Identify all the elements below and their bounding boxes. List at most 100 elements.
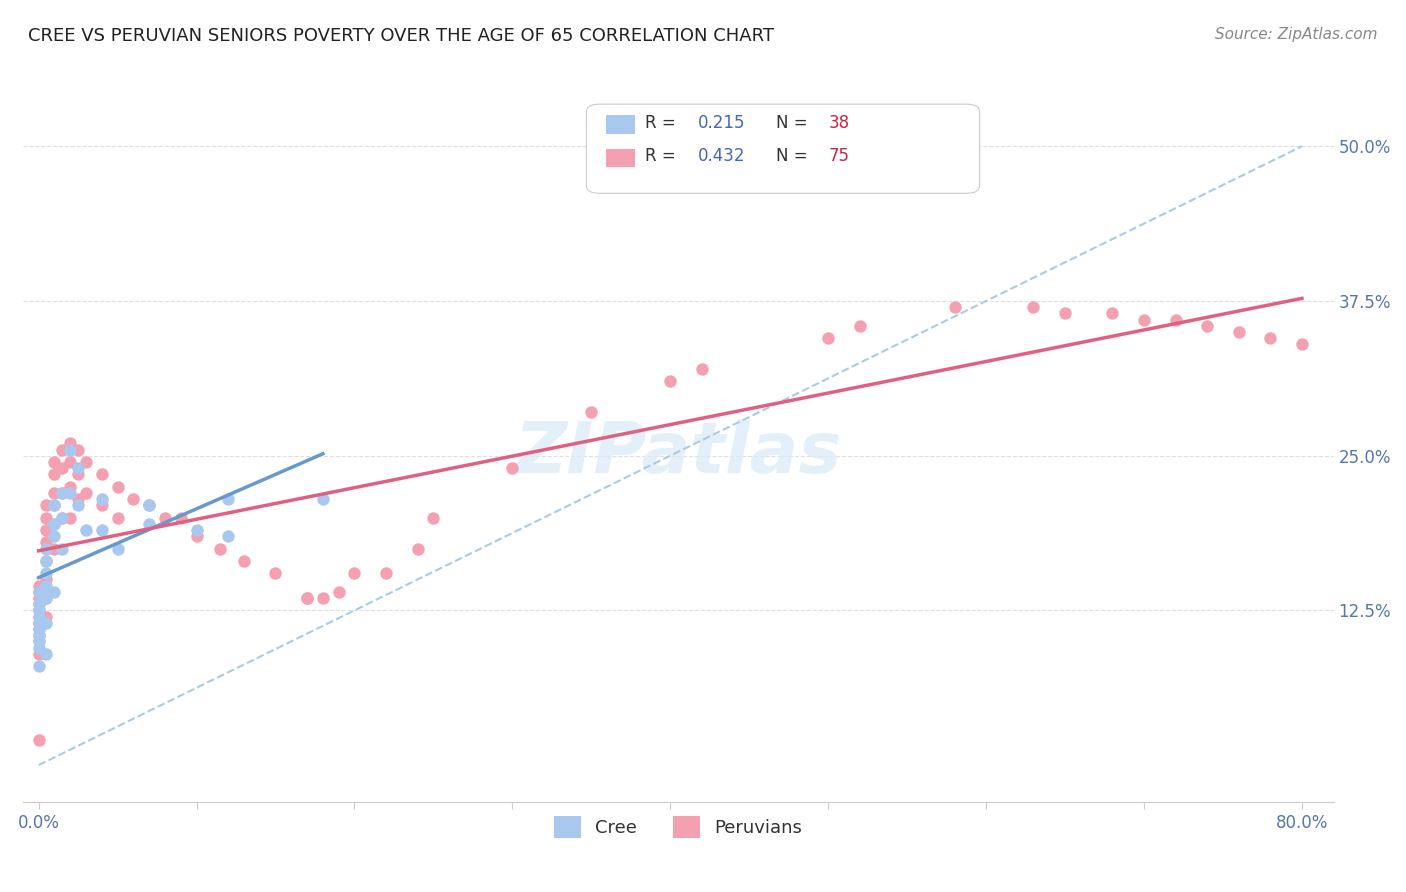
Point: [51, 461, 73, 475]
Point: [67, 491, 90, 506]
Point: [51, 510, 73, 524]
Point: [295, 591, 318, 605]
Point: [51, 442, 73, 457]
Text: N =: N =: [776, 147, 813, 165]
Point: [51, 510, 73, 524]
Point: [27, 628, 49, 642]
FancyBboxPatch shape: [586, 104, 980, 194]
Point: [107, 541, 129, 556]
Point: [35, 498, 58, 512]
Point: [59, 510, 82, 524]
Point: [59, 480, 82, 494]
Point: [44, 516, 66, 531]
Point: [67, 467, 90, 482]
Point: [1133, 312, 1156, 326]
Point: [27, 634, 49, 648]
Text: R =: R =: [645, 147, 682, 165]
Point: [1054, 306, 1077, 320]
Point: [27, 591, 49, 605]
Point: [27, 603, 49, 617]
Text: N =: N =: [776, 113, 813, 132]
Point: [27, 585, 49, 599]
Point: [138, 498, 160, 512]
Point: [59, 442, 82, 457]
Point: [90, 498, 112, 512]
Point: [51, 485, 73, 500]
Point: [75, 455, 97, 469]
Point: [27, 647, 49, 661]
Point: [138, 498, 160, 512]
Point: [67, 461, 90, 475]
Point: [153, 510, 176, 524]
Legend: Cree, Peruvians: Cree, Peruvians: [547, 809, 810, 846]
Point: [75, 485, 97, 500]
Point: [170, 510, 193, 524]
Point: [943, 300, 966, 314]
Point: [264, 566, 287, 581]
Point: [35, 554, 58, 568]
Point: [44, 498, 66, 512]
Point: [209, 541, 232, 556]
Point: [44, 467, 66, 482]
Point: [75, 523, 97, 537]
Point: [295, 591, 318, 605]
Point: [27, 634, 49, 648]
Point: [27, 659, 49, 673]
Point: [217, 491, 239, 506]
Point: [122, 491, 145, 506]
Point: [1227, 325, 1250, 339]
Point: [44, 498, 66, 512]
Point: [27, 579, 49, 593]
Point: [35, 523, 58, 537]
Point: [312, 591, 335, 605]
Point: [217, 529, 239, 543]
Point: [27, 585, 49, 599]
Text: 0.215: 0.215: [697, 113, 745, 132]
Point: [35, 541, 58, 556]
Point: [44, 455, 66, 469]
Point: [35, 566, 58, 581]
Point: [59, 455, 82, 469]
Point: [44, 485, 66, 500]
Point: [35, 591, 58, 605]
Point: [406, 541, 429, 556]
Point: [44, 529, 66, 543]
Point: [343, 566, 366, 581]
Point: [27, 733, 49, 747]
Point: [90, 491, 112, 506]
Point: [312, 491, 335, 506]
Point: [27, 622, 49, 636]
Point: [27, 597, 49, 611]
Point: [107, 480, 129, 494]
Point: [375, 566, 398, 581]
Point: [51, 541, 73, 556]
Point: [35, 579, 58, 593]
Point: [90, 523, 112, 537]
Point: [659, 375, 682, 389]
FancyBboxPatch shape: [606, 149, 636, 168]
Point: [27, 603, 49, 617]
Point: [27, 609, 49, 624]
Point: [1197, 318, 1219, 333]
Point: [35, 615, 58, 630]
Point: [1164, 312, 1187, 326]
Point: [35, 510, 58, 524]
Point: [67, 442, 90, 457]
Point: [35, 573, 58, 587]
Point: [186, 529, 208, 543]
Text: R =: R =: [645, 113, 682, 132]
Point: [59, 485, 82, 500]
Point: [186, 523, 208, 537]
Point: [27, 615, 49, 630]
Point: [35, 609, 58, 624]
Point: [35, 554, 58, 568]
Point: [35, 535, 58, 549]
Point: [44, 541, 66, 556]
Text: ZIPatlas: ZIPatlas: [515, 418, 842, 488]
Point: [581, 405, 603, 419]
Point: [35, 591, 58, 605]
Point: [328, 585, 350, 599]
Point: [27, 615, 49, 630]
Text: CREE VS PERUVIAN SENIORS POVERTY OVER THE AGE OF 65 CORRELATION CHART: CREE VS PERUVIAN SENIORS POVERTY OVER TH…: [28, 27, 775, 45]
Point: [27, 609, 49, 624]
